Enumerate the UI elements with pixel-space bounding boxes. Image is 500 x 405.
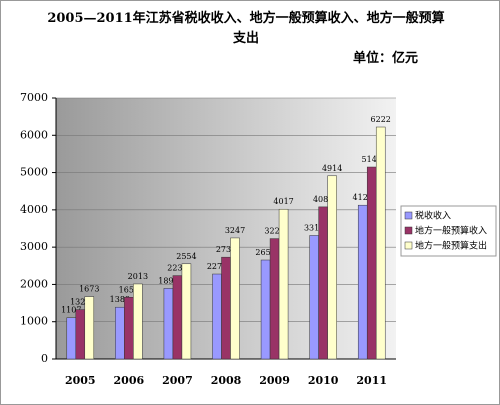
- x-tick-label: 2010: [308, 374, 339, 387]
- legend-swatch: [404, 211, 413, 220]
- bar: [124, 297, 134, 360]
- bar: [318, 206, 328, 360]
- bar: [278, 208, 289, 360]
- y-tick-label: 5000: [20, 166, 48, 179]
- x-tick-label: 2006: [114, 374, 145, 387]
- legend-swatch: [404, 226, 413, 235]
- value-label: 1107: [61, 306, 81, 315]
- value-label: 3229: [264, 227, 284, 236]
- bar: [75, 309, 86, 360]
- bar: [260, 259, 271, 360]
- value-label: 3313: [304, 223, 324, 232]
- y-tick-label: 1000: [20, 315, 48, 328]
- value-label: 4080: [313, 195, 333, 204]
- y-tick-label: 6000: [20, 128, 48, 141]
- y-tick-label: 2000: [20, 277, 48, 290]
- bar: [133, 283, 143, 360]
- y-tick-label: 0: [41, 352, 48, 365]
- unit-label: 单位：亿元: [353, 51, 419, 66]
- value-label: 2554: [176, 252, 196, 261]
- value-label: 1673: [79, 285, 99, 294]
- y-tick-label: 3000: [20, 240, 48, 253]
- value-label: 2731: [216, 245, 236, 254]
- value-label: 1389: [110, 295, 130, 304]
- value-label: 4125: [353, 193, 373, 202]
- value-label: 3247: [225, 226, 245, 235]
- bar: [221, 256, 231, 360]
- bar: [84, 296, 95, 360]
- value-label: 1656: [119, 285, 139, 294]
- value-label: 2237: [167, 264, 187, 273]
- value-label: 1325: [70, 298, 90, 307]
- legend-label: 税收收入: [415, 210, 451, 222]
- value-label: 6222: [371, 115, 391, 124]
- bar: [309, 235, 319, 360]
- bar: [115, 306, 125, 360]
- bar: [375, 126, 386, 360]
- x-tick-label: 2009: [259, 374, 290, 387]
- bar: [212, 273, 222, 360]
- x-tick-label: 2011: [356, 374, 387, 387]
- x-tick-label: 2007: [162, 374, 193, 387]
- y-tick-label: 7000: [20, 91, 48, 104]
- bar: [230, 237, 240, 360]
- legend-box: [400, 205, 497, 257]
- value-label: 4017: [273, 197, 293, 206]
- value-label: 2013: [128, 272, 148, 281]
- bar: [172, 275, 183, 360]
- value-label: 4914: [322, 164, 342, 173]
- y-tick-label: 4000: [20, 203, 48, 216]
- bar: [269, 238, 280, 360]
- value-label: 1894: [158, 276, 178, 285]
- x-tick-label: 2008: [211, 374, 242, 387]
- bar: [163, 288, 174, 360]
- value-label: 5149: [362, 155, 382, 164]
- legend-swatch: [404, 241, 413, 250]
- bar: [366, 166, 377, 360]
- value-label: 2655: [255, 248, 275, 257]
- x-tick-label: 2005: [65, 374, 96, 387]
- bar: [327, 175, 337, 360]
- bar: [357, 204, 368, 360]
- legend-label: 地方一般预算支出: [415, 240, 487, 252]
- bar: [181, 263, 192, 360]
- chart-title: 2005—2011年江苏省税收收入、地方一般预算收入、地方一般预算支出: [47, 11, 445, 46]
- legend-label: 地方一般预算收入: [415, 225, 487, 237]
- value-label: 2279: [207, 262, 227, 271]
- bar: [66, 317, 77, 360]
